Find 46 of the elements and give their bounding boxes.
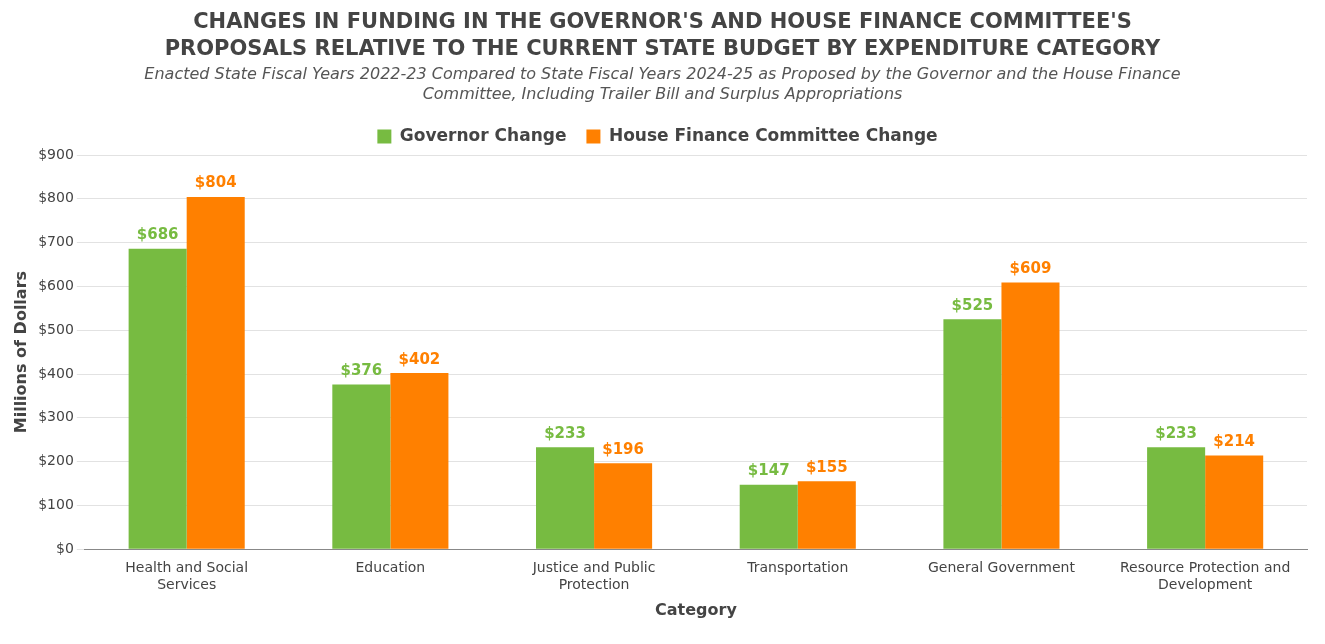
bar bbox=[797, 481, 856, 549]
data-label: $196 bbox=[602, 439, 644, 458]
y-tick-label: $300 bbox=[38, 408, 74, 425]
data-label: $233 bbox=[544, 423, 586, 442]
bar bbox=[390, 373, 449, 549]
y-tick-label: $100 bbox=[38, 496, 74, 513]
x-tick-label: Health and Social Services bbox=[125, 559, 249, 593]
bar bbox=[332, 384, 391, 549]
bar bbox=[594, 463, 653, 549]
data-label: $402 bbox=[398, 349, 441, 368]
bar bbox=[1205, 455, 1264, 549]
y-tick-label: $200 bbox=[38, 452, 74, 469]
data-label: $147 bbox=[747, 461, 790, 480]
chart-title: CHANGES IN FUNDING IN THE GOVERNOR'S AND HOUSE FINANCE COMMITTEE'S PROPOSALS RELATIVE TO THE CURRENT STATE BUDGET BY EXPENDITURE CATEGORY bbox=[163, 8, 1162, 62]
x-axis-title: Category bbox=[655, 599, 738, 619]
bar bbox=[1001, 282, 1060, 549]
x-tick-label: General Government bbox=[927, 559, 1076, 576]
data-label: $609 bbox=[1009, 258, 1052, 277]
data-label: $376 bbox=[340, 360, 383, 379]
data-label: $804 bbox=[194, 173, 237, 192]
data-label: $155 bbox=[805, 457, 848, 476]
y-tick-label: $800 bbox=[38, 189, 74, 206]
data-label: $233 bbox=[1155, 423, 1197, 442]
y-tick-label: $0 bbox=[56, 539, 74, 556]
x-tick-label: Resource Protection and Development bbox=[1120, 559, 1291, 593]
y-tick-label: $600 bbox=[38, 277, 74, 294]
bar bbox=[1147, 447, 1206, 549]
bar bbox=[186, 197, 245, 549]
y-tick-label: $400 bbox=[38, 364, 74, 381]
x-tick-label: Transportation bbox=[746, 559, 849, 576]
data-label: $525 bbox=[951, 295, 994, 314]
bar bbox=[943, 319, 1002, 549]
legend-label: House Finance Committee Change bbox=[608, 124, 938, 145]
y-tick-label: $500 bbox=[38, 320, 74, 337]
bar bbox=[536, 447, 595, 549]
y-axis-title: Millions of Dollars bbox=[10, 270, 30, 434]
data-label: $214 bbox=[1213, 431, 1256, 450]
legend-label: Governor Change bbox=[399, 124, 567, 145]
y-tick-label: $700 bbox=[38, 233, 74, 250]
bar bbox=[128, 248, 187, 549]
x-tick-label: Education bbox=[355, 559, 426, 576]
x-tick-label: Justice and Public Protection bbox=[531, 559, 656, 593]
chart-subtitle: Enacted State Fiscal Years 2022-23 Compared to State Fiscal Years 2024-25 as Proposed by the Governor and the House Finance Committee, Including Trailer Bill and Surplus Appropriations bbox=[143, 64, 1182, 104]
data-label: $686 bbox=[136, 225, 179, 244]
bar bbox=[739, 484, 798, 549]
y-tick-label: $900 bbox=[38, 145, 74, 162]
